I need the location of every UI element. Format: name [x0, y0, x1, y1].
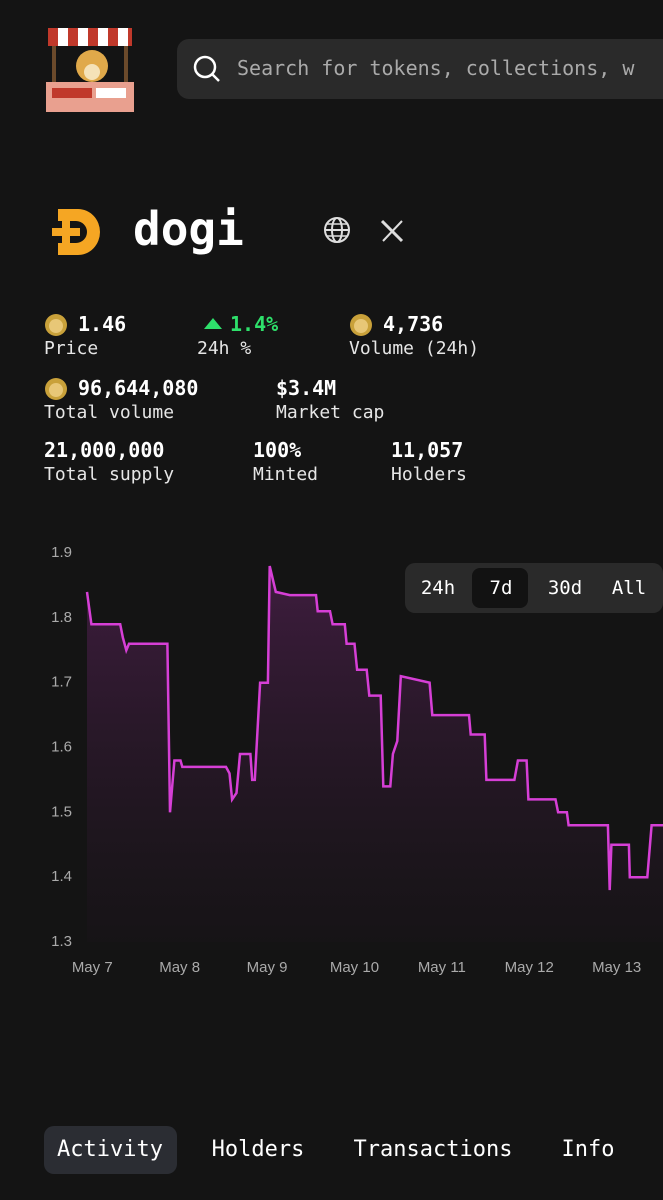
- search-icon: [193, 55, 220, 82]
- tab[interactable]: Info: [561, 1137, 615, 1162]
- x-tick-label: May 8: [159, 959, 200, 976]
- y-tick-label: 1.3: [51, 933, 72, 950]
- stat-label: Volume (24h): [349, 338, 480, 359]
- range-button[interactable]: 30d: [547, 577, 583, 599]
- search-placeholder: Search for tokens, collections, w: [237, 56, 635, 80]
- search-box[interactable]: Search for tokens, collections, w: [177, 39, 663, 99]
- stat-value: 100%: [253, 438, 302, 462]
- x-tick-label: May 12: [505, 959, 554, 976]
- website-icon[interactable]: [322, 215, 352, 245]
- range-button[interactable]: 24h: [420, 577, 456, 599]
- token-name: dogi: [133, 202, 244, 256]
- line: [85, 565, 663, 891]
- x-icon[interactable]: [380, 219, 406, 243]
- stat-value: 1.46: [78, 312, 127, 336]
- range-selector: [405, 563, 663, 613]
- y-tick-label: 1.7: [51, 674, 72, 691]
- logo[interactable]: [44, 22, 136, 114]
- stat-label: Market cap: [276, 402, 385, 423]
- stat-label: Price: [44, 338, 99, 359]
- area: [87, 566, 663, 942]
- y-tick-label: 1.6: [51, 738, 72, 755]
- stat-value: 21,000,000: [44, 438, 165, 462]
- y-tick-label: 1.8: [51, 609, 72, 626]
- x-tick-label: May 9: [247, 959, 288, 976]
- tab[interactable]: Holders: [211, 1137, 305, 1162]
- tab-selected-bg: [44, 1126, 177, 1174]
- x-tick-label: May 10: [330, 959, 379, 976]
- y-tick-label: 1.9: [51, 544, 72, 561]
- stat-value: 96,644,080: [78, 376, 199, 400]
- coin-icon: [45, 314, 67, 336]
- y-tick-label: 1.4: [51, 868, 72, 885]
- stat-label: Total supply: [44, 464, 175, 485]
- coin-icon: [350, 314, 372, 336]
- stat-value: $3.4M: [276, 376, 337, 400]
- x-tick-label: May 7: [72, 959, 113, 976]
- stat-label: 24h %: [197, 338, 252, 359]
- x-tick-label: May 13: [592, 959, 641, 976]
- stat-label: Holders: [391, 464, 467, 485]
- range-button[interactable]: 7d: [489, 577, 513, 599]
- stat-value: 1.4%: [230, 312, 279, 336]
- stat-label: Total volume: [44, 402, 175, 423]
- token-logo: [52, 209, 100, 255]
- x-tick-label: May 11: [418, 959, 466, 976]
- range-selected-bg: [472, 568, 528, 608]
- tab[interactable]: Transactions: [353, 1137, 513, 1162]
- stat-value: 4,736: [383, 312, 444, 336]
- up-arrow: [204, 318, 222, 329]
- range-button[interactable]: All: [611, 577, 647, 599]
- y-tick-label: 1.5: [51, 803, 72, 820]
- tab[interactable]: Activity: [57, 1137, 163, 1162]
- coin-icon: [45, 378, 67, 400]
- stat-value: 11,057: [391, 438, 464, 462]
- stat-label: Minted: [253, 464, 319, 485]
